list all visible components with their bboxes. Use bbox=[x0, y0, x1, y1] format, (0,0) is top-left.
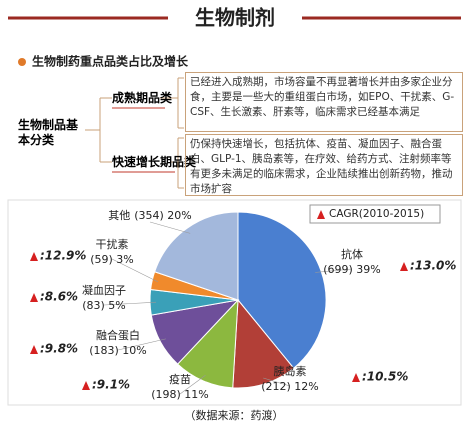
branch-label: 成熟期品类 bbox=[112, 91, 173, 105]
triangle bbox=[82, 381, 90, 390]
pie-slice bbox=[232, 298, 295, 389]
leader-line bbox=[315, 268, 353, 273]
annotation: :10.5% bbox=[362, 370, 408, 384]
pie-slice bbox=[237, 211, 327, 369]
annotation-title: CAGR(2010-2015) bbox=[329, 208, 424, 220]
value-label: (212) 12% bbox=[261, 380, 319, 393]
leader-line bbox=[263, 377, 291, 387]
triangle bbox=[30, 252, 38, 261]
category: 疫苗 bbox=[169, 372, 191, 386]
value-label: (198) 11% bbox=[151, 388, 209, 401]
category: 融合蛋白 bbox=[96, 328, 140, 342]
header-title: 生物制剂 bbox=[195, 6, 275, 30]
header-bg bbox=[168, 4, 302, 32]
bullet bbox=[18, 58, 26, 66]
category: 抗体 bbox=[341, 247, 363, 261]
annotation: :13.0% bbox=[410, 259, 456, 273]
triangle bbox=[30, 345, 38, 354]
annotation: :9.1% bbox=[92, 378, 130, 392]
value-label: (83) 5% bbox=[82, 299, 126, 312]
branch-label: 快速增长期品类 bbox=[112, 155, 197, 169]
category: 其他 bbox=[108, 209, 130, 222]
value-label: (699) 39% bbox=[323, 263, 381, 276]
section-title: 生物制药重点品类占比及增长 bbox=[32, 54, 189, 69]
category: 凝血因子 bbox=[82, 283, 126, 297]
value-label: (354) 20% bbox=[134, 209, 192, 222]
value-label: (59) 3% bbox=[90, 253, 134, 266]
category: 胰岛素 bbox=[274, 364, 307, 378]
annotation-box bbox=[309, 204, 441, 224]
triangle bbox=[30, 293, 38, 302]
root-label: 生物制品基本分类 bbox=[18, 118, 79, 147]
annotation: :9.8% bbox=[40, 342, 78, 356]
leader-line bbox=[179, 375, 206, 395]
leader-line bbox=[103, 301, 157, 306]
value-label: (183) 10% bbox=[89, 344, 147, 357]
chart-frame bbox=[7, 199, 462, 406]
triangle bbox=[317, 210, 325, 219]
annotation: :8.6% bbox=[40, 290, 78, 304]
bracket bbox=[85, 97, 112, 163]
bracket bbox=[160, 77, 184, 189]
triangle bbox=[352, 373, 360, 382]
description: 已经进入成熟期，市场容量不再显著增长并由多家企业分食，主要是一些大的重组蛋白市场… bbox=[185, 72, 463, 132]
description: 仍保持快速增长，包括抗体、疫苗、凝血因子、融合蛋白、GLP-1、胰岛素等，在疗效… bbox=[185, 134, 463, 196]
annotation: :12.9% bbox=[40, 249, 86, 263]
leader-line bbox=[117, 338, 166, 351]
slice-label: 其他 (354) 20% bbox=[108, 209, 192, 222]
leader-line bbox=[111, 258, 159, 283]
triangle bbox=[400, 262, 408, 271]
category: 干扰素 bbox=[96, 237, 129, 251]
leader-line bbox=[149, 221, 191, 234]
pie-slice bbox=[154, 211, 239, 301]
source: （数据来源：药渡） bbox=[185, 408, 284, 422]
